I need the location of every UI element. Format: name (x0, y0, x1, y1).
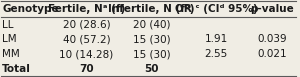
Text: 40 (57.2): 40 (57.2) (62, 34, 110, 44)
Text: OR ᶜ (CIᵈ 95%): OR ᶜ (CIᵈ 95%) (175, 4, 258, 14)
Text: 50: 50 (144, 64, 159, 74)
Text: p-value: p-value (250, 4, 294, 14)
Text: 1.91: 1.91 (205, 34, 228, 44)
Text: 15 (30): 15 (30) (133, 34, 170, 44)
Text: LL: LL (2, 20, 14, 30)
Text: 10 (14.28): 10 (14.28) (59, 49, 113, 59)
Text: 70: 70 (79, 64, 94, 74)
Text: Total: Total (2, 64, 31, 74)
Text: 20 (28.6): 20 (28.6) (62, 20, 110, 30)
Text: 0.039: 0.039 (258, 34, 287, 44)
Text: 15 (30): 15 (30) (133, 49, 170, 59)
Text: Fertile, Nᵃ (f): Fertile, Nᵃ (f) (48, 4, 125, 14)
Text: 0.021: 0.021 (258, 49, 287, 59)
Text: MM: MM (2, 49, 20, 59)
Text: Genotype: Genotype (2, 4, 59, 14)
Text: LM: LM (2, 34, 17, 44)
Text: 20 (40): 20 (40) (133, 20, 170, 30)
Text: 2.55: 2.55 (205, 49, 228, 59)
Text: Infertile, N (fᵇ): Infertile, N (fᵇ) (108, 4, 195, 14)
